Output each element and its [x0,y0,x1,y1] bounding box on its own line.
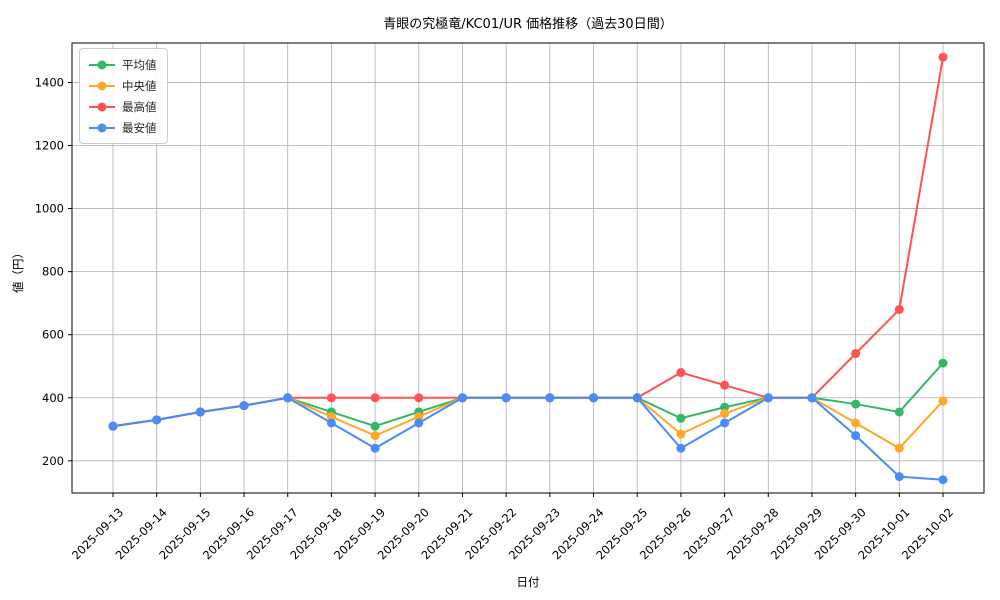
y-tick-label: 600 [42,328,64,342]
data-point [370,431,380,441]
data-point [938,475,948,485]
data-point [370,421,380,431]
data-point [501,393,511,403]
plot-border [71,42,985,494]
data-point [632,393,642,403]
data-point [720,409,730,419]
data-point [851,431,861,441]
data-point [326,393,336,403]
data-point [676,413,686,423]
data-point [326,412,336,422]
legend-label: 最安値 [122,120,157,135]
data-point [851,418,861,428]
data-point [938,396,948,406]
data-point [414,418,424,428]
x-axis-label: 日付 [516,575,540,589]
legend-marker-icon [89,60,115,69]
data-point [414,393,424,403]
y-tick-label: 1400 [35,75,64,89]
y-tick-label: 1000 [35,202,64,216]
data-point [676,368,686,378]
y-tick-label: 800 [42,265,64,279]
data-point [851,349,861,359]
series-line [112,57,944,428]
data-point [807,393,817,403]
data-point [676,443,686,453]
legend-label: 中央値 [122,78,157,93]
series-line [112,396,944,450]
data-point [370,393,380,403]
series-line [112,362,944,428]
y-axis-label: 値（円） [11,247,25,293]
data-point [720,380,730,390]
data-point [108,421,118,431]
legend-item: 平均値 [88,56,157,73]
y-tick-label: 1200 [35,138,64,152]
data-point [283,393,293,403]
legend-item: 最安値 [88,119,157,136]
data-point [152,415,162,425]
data-point [851,399,861,409]
data-point [326,418,336,428]
data-point [414,412,424,422]
legend-label: 最高値 [122,99,157,114]
data-point [894,304,904,314]
data-point [763,393,773,403]
data-point [239,401,249,411]
data-point [589,393,599,403]
legend: 平均値中央値最高値最安値 [79,48,168,144]
legend-marker-icon [89,123,115,132]
legend-label: 平均値 [122,57,157,72]
data-point [894,443,904,453]
legend-item: 中央値 [88,77,157,94]
chart-title: 青眼の究極竜/KC01/UR 価格推移（過去30日間） [383,17,673,32]
data-point [370,443,380,453]
y-tick-label: 400 [42,391,64,405]
legend-item: 最高値 [88,98,157,115]
legend-marker-icon [89,102,115,111]
data-point [938,52,948,62]
data-point [195,407,205,417]
data-point [545,393,555,403]
data-point [938,358,948,368]
data-point [676,429,686,439]
data-point [457,393,467,403]
y-tick-label: 200 [42,454,64,468]
series-line [112,396,944,481]
data-point [720,402,730,412]
data-point [894,407,904,417]
data-point [720,418,730,428]
legend-marker-icon [89,81,115,90]
data-point [894,472,904,482]
